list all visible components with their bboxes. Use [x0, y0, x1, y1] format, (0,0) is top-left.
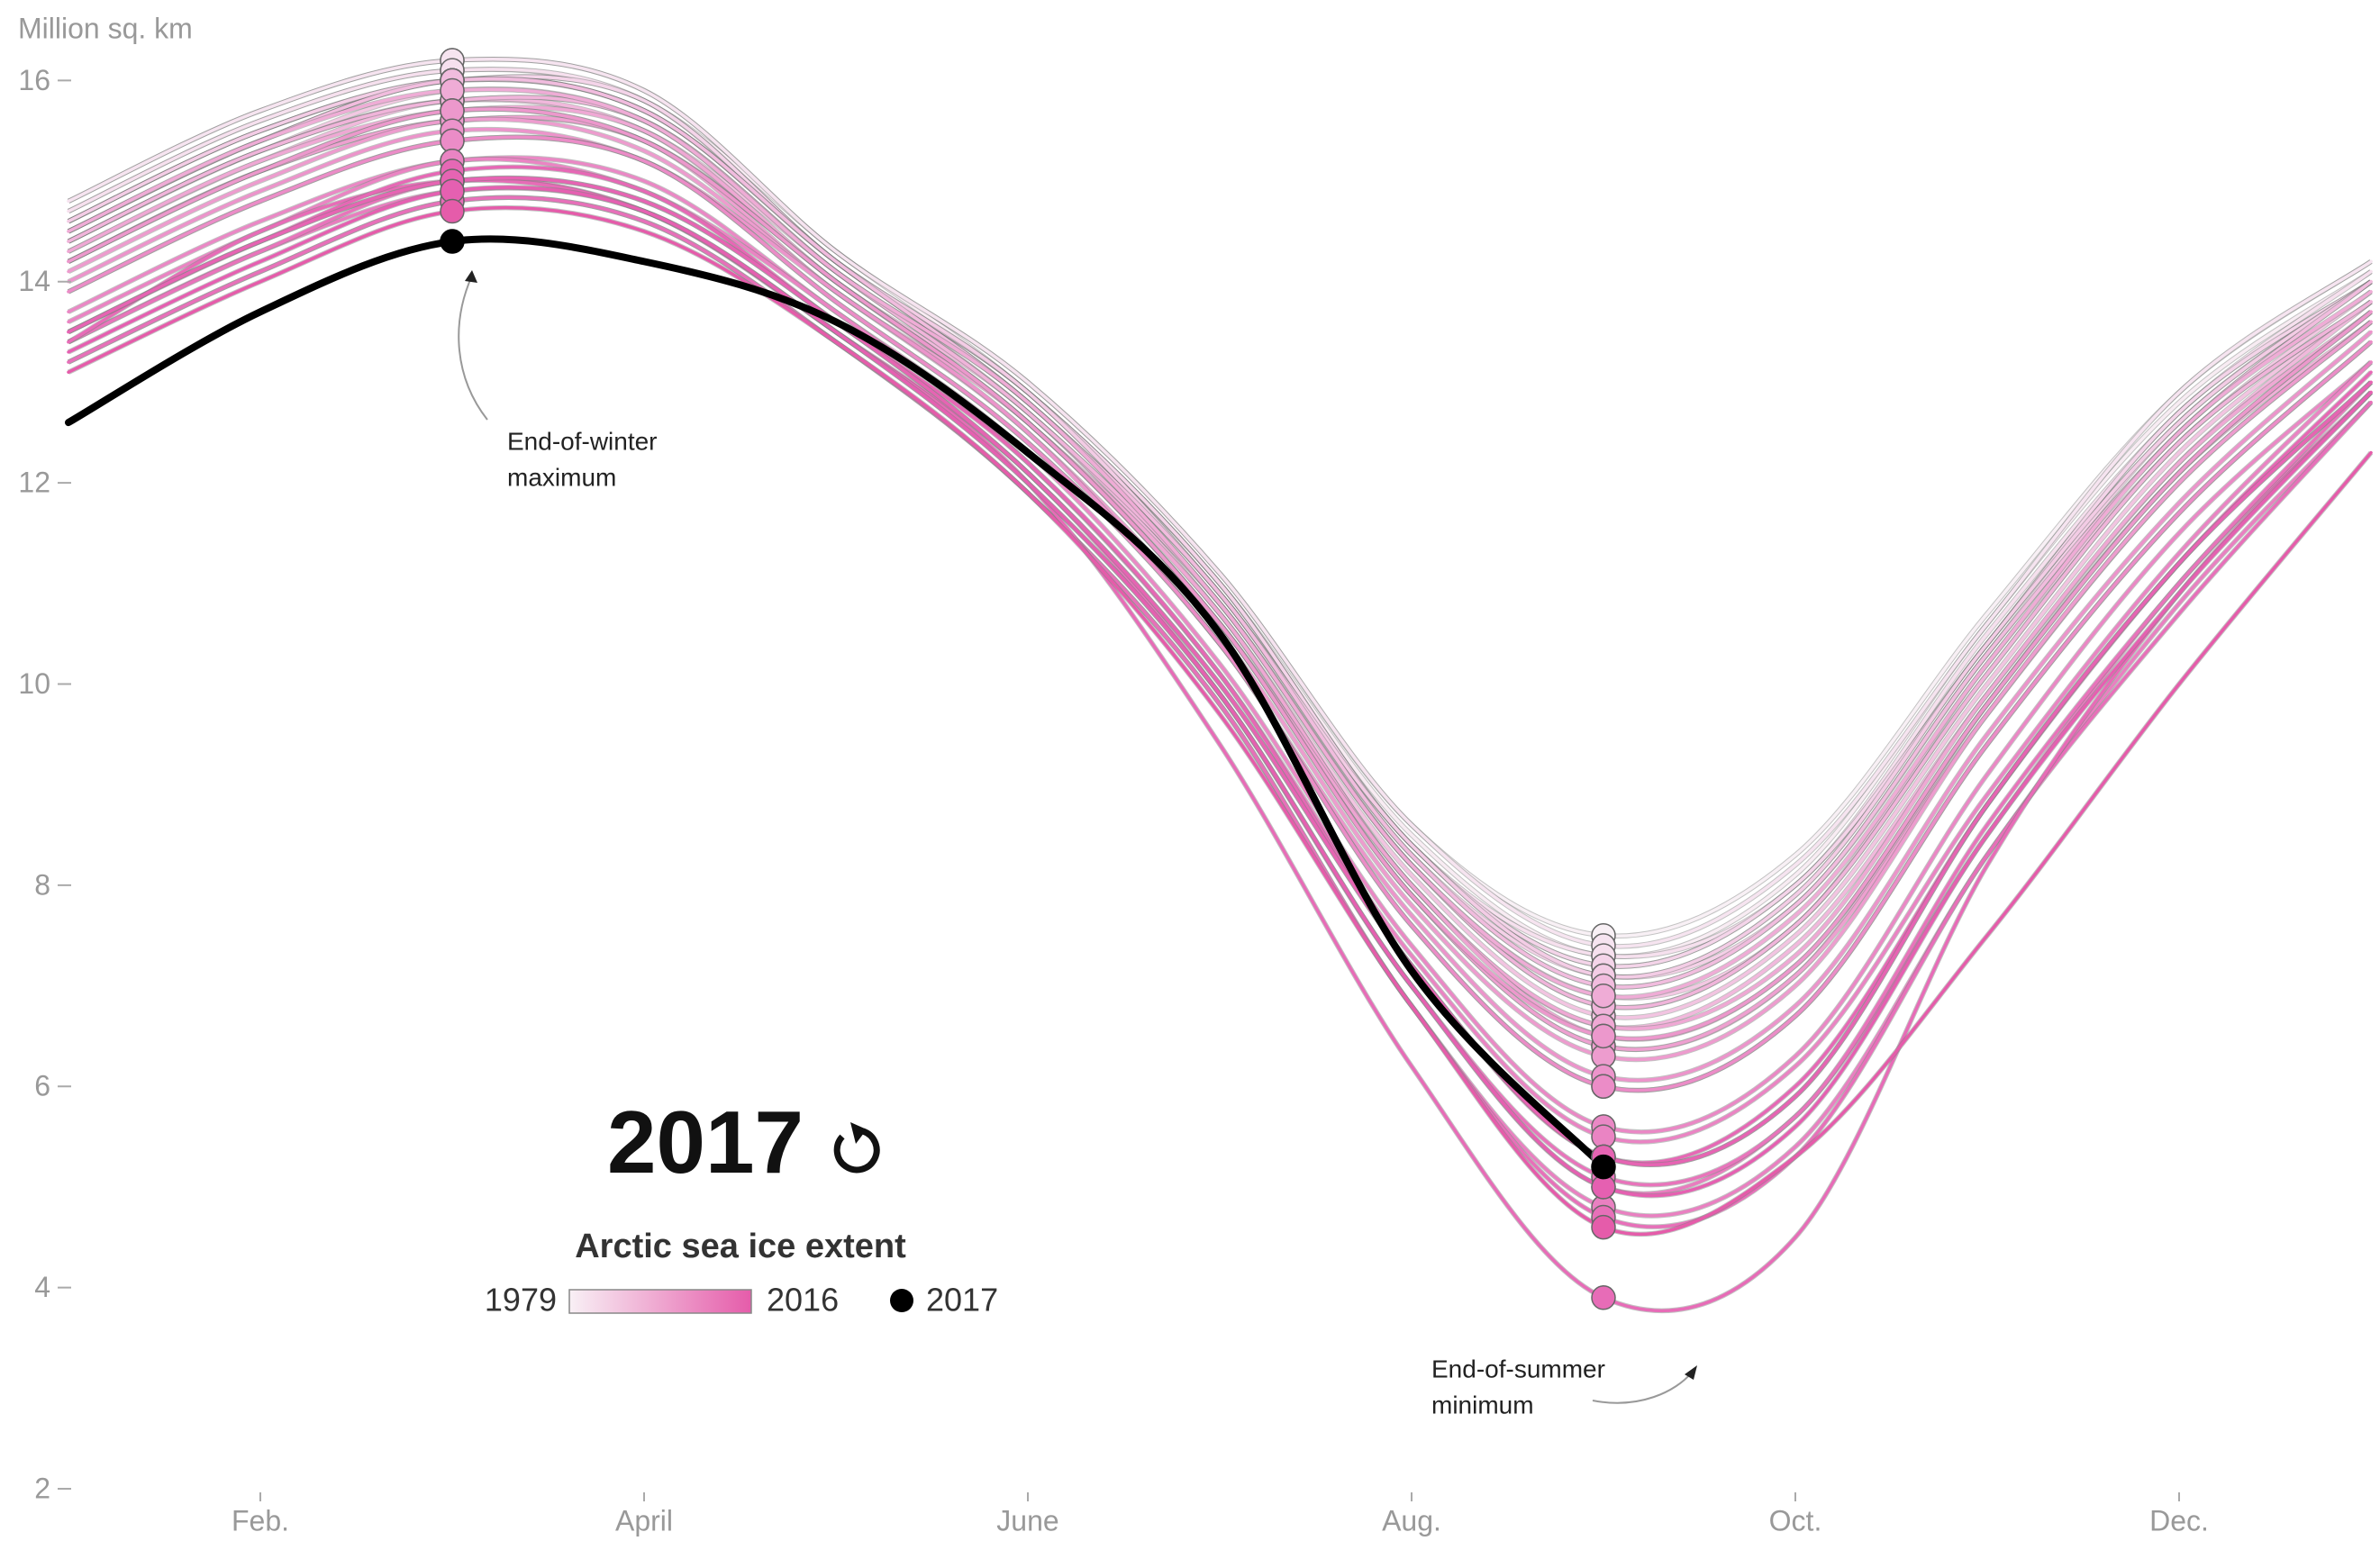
y-tick-label: 10	[18, 667, 50, 700]
series-line	[67, 86, 2373, 1000]
annotation: End-of-winter maximum	[507, 427, 658, 491]
series-line-outline	[67, 67, 2373, 960]
extreme-marker	[1591, 1074, 1616, 1099]
annotation: End-of-summer minimum	[1431, 1355, 1605, 1419]
extreme-marker	[1591, 1154, 1616, 1180]
legend-end-label: 2016	[767, 1282, 839, 1319]
series-line-outline	[67, 77, 2373, 980]
series-line	[67, 95, 2373, 1010]
x-tick-label: Dec.	[2149, 1504, 2209, 1536]
legend-label: 2017	[926, 1282, 998, 1319]
arrow-head	[465, 270, 477, 283]
series-line	[67, 77, 2373, 989]
series-line	[67, 95, 2373, 1010]
extreme-marker	[1591, 1285, 1616, 1310]
series-line-outline	[67, 95, 2373, 1011]
y-tick-label: 2	[34, 1472, 50, 1504]
annotation-arrow	[458, 275, 488, 421]
x-tick-label: June	[996, 1504, 1058, 1536]
extreme-marker	[1591, 1023, 1616, 1049]
series-line	[67, 77, 2373, 979]
y-tick-label: 6	[34, 1070, 50, 1102]
series-line	[67, 77, 2373, 979]
series-line-outline	[67, 95, 2373, 1011]
series-line	[67, 195, 2373, 1228]
series-line-outline	[67, 67, 2373, 959]
legend-gradient	[568, 1289, 752, 1314]
series-line	[67, 87, 2373, 999]
extreme-marker	[1591, 983, 1616, 1009]
series-line	[67, 57, 2373, 948]
lines	[65, 56, 2374, 1314]
extreme-marker	[440, 229, 465, 254]
series-line	[67, 107, 2373, 1041]
arrow-head	[1685, 1365, 1697, 1380]
legend-marker	[890, 1289, 913, 1312]
series-line	[67, 68, 2373, 958]
series-line	[67, 77, 2373, 979]
replay-icon[interactable]	[833, 1122, 880, 1174]
series-line-outline	[67, 86, 2373, 1001]
y-axis-label: Million sq. km	[18, 12, 193, 44]
series-line	[67, 178, 2373, 1313]
y-tick-label: 8	[34, 868, 50, 901]
series-line	[67, 68, 2373, 959]
series-line-outline	[67, 76, 2373, 990]
series-line	[67, 97, 2373, 1020]
replay-year: 2017	[607, 1092, 804, 1192]
y-tick-label: 12	[18, 467, 50, 499]
series-line-outline	[67, 76, 2373, 980]
series-line	[67, 186, 2373, 1198]
y-tick-label: 4	[34, 1271, 50, 1303]
legend-title: Arctic sea ice extent	[575, 1228, 906, 1265]
series-line	[67, 77, 2373, 989]
series-line	[67, 176, 2373, 1167]
x-tick-label: April	[615, 1504, 673, 1536]
annotation-text: maximum	[507, 463, 616, 491]
series-line-outline	[67, 86, 2373, 1000]
x-tick-label: Aug.	[1382, 1504, 1441, 1536]
annotation-arrow	[1592, 1372, 1693, 1404]
legend-start-label: 1979	[485, 1282, 557, 1319]
series-line	[65, 235, 1607, 1171]
extreme-marker	[440, 198, 465, 224]
annotation-text: End-of-winter	[507, 427, 658, 455]
markers	[440, 48, 1616, 1310]
extreme-marker	[1591, 1214, 1616, 1240]
series-line-outline	[67, 56, 2373, 949]
series-line	[67, 117, 2373, 1062]
series-line	[67, 205, 2373, 1237]
x-tick-label: Feb.	[232, 1504, 289, 1536]
annotation-text: minimum	[1431, 1391, 1534, 1419]
series-line-outline	[67, 96, 2373, 1020]
annotation-text: End-of-summer	[1431, 1355, 1605, 1382]
series-line-outline	[67, 76, 2373, 990]
y-tick-label: 16	[18, 64, 50, 96]
y-tick-label: 14	[18, 265, 50, 297]
series-line-outline	[67, 77, 2373, 980]
x-tick-label: Oct.	[1769, 1504, 1822, 1536]
